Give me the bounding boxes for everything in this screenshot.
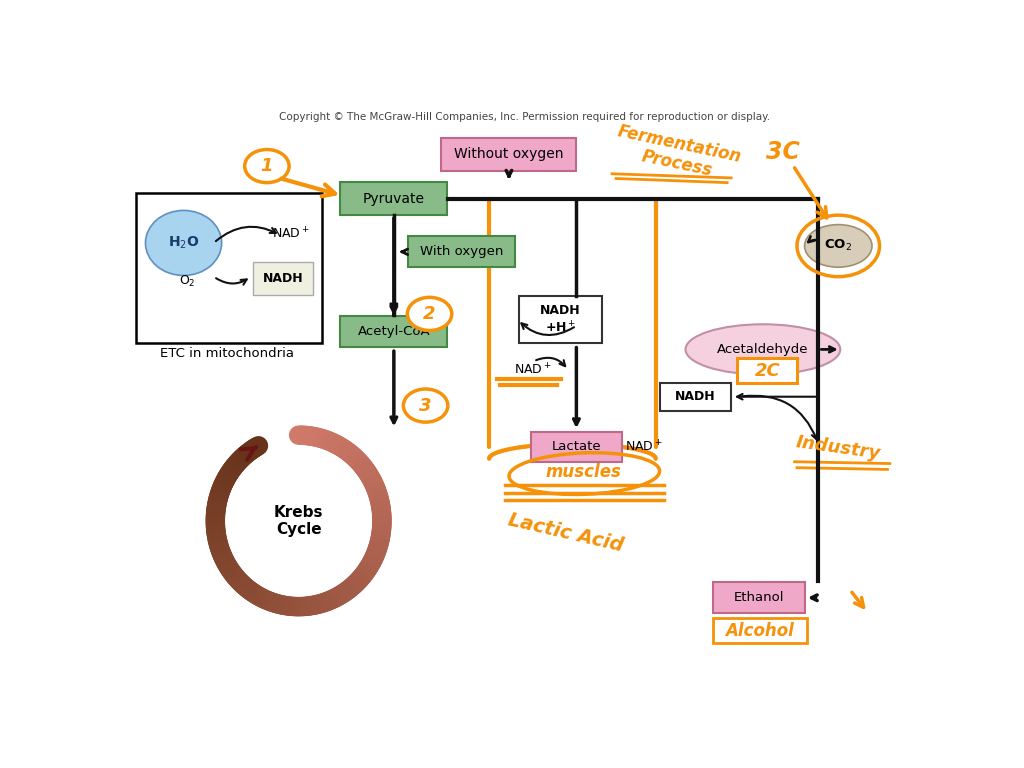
Bar [713, 618, 807, 644]
Text: Acetyl-CoA: Acetyl-CoA [357, 325, 430, 338]
Text: Process: Process [640, 147, 714, 180]
Text: Alcohol: Alcohol [725, 622, 795, 640]
Ellipse shape [805, 224, 872, 267]
Text: Pyruvate: Pyruvate [362, 191, 425, 206]
Bar [340, 182, 447, 215]
Text: 2C: 2C [755, 362, 780, 379]
Text: ETC in mitochondria: ETC in mitochondria [160, 347, 294, 360]
Text: NAD$^+$: NAD$^+$ [514, 362, 552, 378]
Text: NADH
+H$^+$: NADH +H$^+$ [541, 304, 581, 335]
Text: muscles: muscles [546, 463, 622, 482]
Bar [659, 382, 731, 411]
Text: With oxygen: With oxygen [420, 245, 503, 258]
Bar [136, 193, 323, 343]
Circle shape [408, 297, 452, 330]
Text: Lactic Acid: Lactic Acid [507, 510, 626, 555]
Bar [519, 296, 602, 343]
Text: Ethanol: Ethanol [733, 591, 784, 604]
Bar [441, 138, 577, 170]
Bar [253, 262, 313, 295]
Bar [737, 358, 797, 383]
Text: Lactate: Lactate [552, 441, 601, 453]
Text: H$_2$O: H$_2$O [168, 235, 200, 251]
Bar [408, 237, 515, 267]
Bar [714, 582, 805, 613]
Ellipse shape [145, 210, 221, 276]
Circle shape [403, 389, 447, 422]
Bar [530, 432, 622, 462]
Text: NAD$^+$: NAD$^+$ [271, 227, 309, 242]
Bar [340, 316, 447, 347]
Text: NADH: NADH [262, 272, 303, 285]
Circle shape [245, 150, 289, 183]
Text: CO$_2$: CO$_2$ [824, 238, 852, 253]
Text: 1: 1 [261, 157, 273, 175]
Text: NAD$^+$: NAD$^+$ [625, 439, 663, 455]
Text: 3: 3 [420, 396, 432, 415]
Text: Krebs
Cycle: Krebs Cycle [273, 505, 324, 537]
Ellipse shape [685, 324, 841, 375]
Text: Industry: Industry [795, 433, 882, 463]
Text: Copyright © The McGraw-Hill Companies, Inc. Permission required for reproduction: Copyright © The McGraw-Hill Companies, I… [280, 112, 770, 122]
Text: Fermentation: Fermentation [616, 122, 743, 166]
Text: Acetaldehyde: Acetaldehyde [717, 343, 809, 356]
Text: NADH: NADH [675, 390, 716, 403]
Text: 3C: 3C [766, 141, 800, 164]
Text: O$_2$: O$_2$ [179, 274, 196, 289]
Text: Without oxygen: Without oxygen [455, 147, 563, 161]
Text: 2: 2 [423, 305, 436, 323]
